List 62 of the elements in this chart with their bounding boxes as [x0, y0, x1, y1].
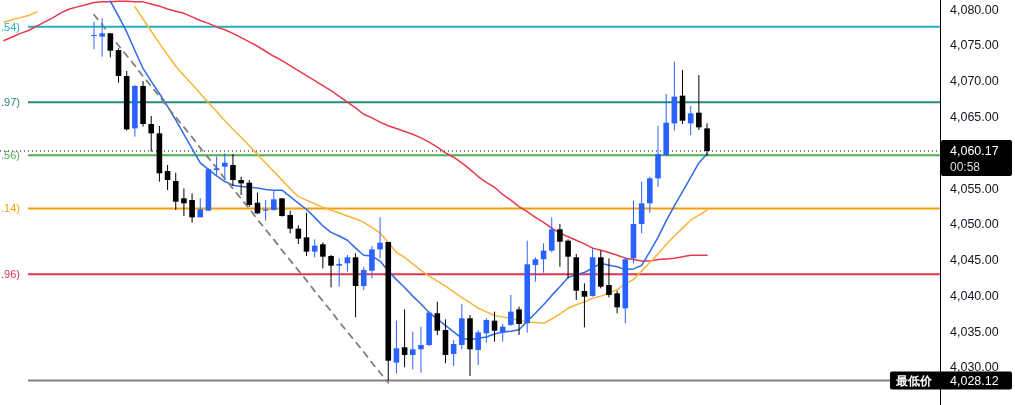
candlestick	[172, 172, 179, 211]
candlestick	[475, 329, 481, 366]
candlestick	[164, 164, 171, 191]
y-tick-label: 4,040.00	[950, 288, 999, 303]
candlestick	[696, 74, 702, 131]
candlestick	[393, 320, 400, 374]
price-label: 4,060.17 00:58	[941, 140, 1012, 176]
candlestick	[581, 282, 588, 328]
candlestick	[704, 122, 710, 157]
candlestick	[91, 21, 97, 50]
candlestick	[262, 199, 269, 222]
ref-line-label: 4,028.12	[950, 373, 999, 388]
candlestick	[434, 301, 441, 336]
ref-line-label: 4,060.17	[950, 143, 999, 158]
candlestick	[418, 326, 424, 374]
candlestick	[508, 294, 514, 327]
candlestick	[213, 156, 220, 176]
candlestick	[565, 238, 571, 279]
candlestick	[181, 187, 187, 217]
annotation: .56)	[1, 149, 20, 162]
candlestick	[606, 257, 612, 298]
candlestick	[320, 241, 326, 269]
candlestick	[221, 152, 228, 181]
candlestick	[336, 257, 343, 288]
line-series	[93, 13, 390, 384]
candlestick	[548, 216, 555, 253]
candlestick	[99, 17, 105, 58]
candlestick	[107, 32, 114, 58]
candlestick	[287, 210, 293, 234]
candlestick	[409, 331, 416, 370]
candlestick	[271, 189, 277, 212]
candlestick	[638, 181, 645, 234]
annotation: .97)	[1, 96, 20, 109]
candlestick	[377, 216, 383, 259]
y-tick-label: 4,065.00	[950, 109, 999, 124]
candlestick	[369, 245, 375, 279]
price-label: 最低价 4,028.12	[890, 371, 1012, 390]
annotation: .14)	[1, 202, 20, 215]
line-series	[3, 0, 708, 262]
candlestick	[360, 266, 367, 291]
y-tick-label: 4,070.00	[950, 74, 999, 89]
candlestick	[614, 290, 620, 314]
annotation: .54)	[1, 20, 20, 33]
candlestick	[189, 192, 195, 224]
annotation: .96)	[1, 268, 20, 281]
y-tick-label: 4,075.00	[950, 38, 999, 53]
y-tick-label: 4,050.00	[950, 217, 999, 232]
y-tick-label: 4,055.00	[950, 181, 999, 196]
candlestick	[303, 212, 310, 257]
y-tick-label: 4,035.00	[950, 324, 999, 339]
candlestick	[401, 308, 408, 368]
annotation: 最低价	[895, 373, 933, 388]
y-tick-label: 4,045.00	[950, 253, 999, 268]
candlestick	[238, 176, 244, 196]
candlestick	[148, 115, 155, 153]
candlestick	[516, 306, 522, 336]
candlestick	[328, 254, 334, 288]
candlestick	[557, 223, 563, 268]
candlestick	[532, 256, 539, 283]
candlestick	[279, 197, 285, 218]
y-tick-label: 4,080.00	[950, 2, 999, 17]
candlestick	[230, 153, 236, 187]
